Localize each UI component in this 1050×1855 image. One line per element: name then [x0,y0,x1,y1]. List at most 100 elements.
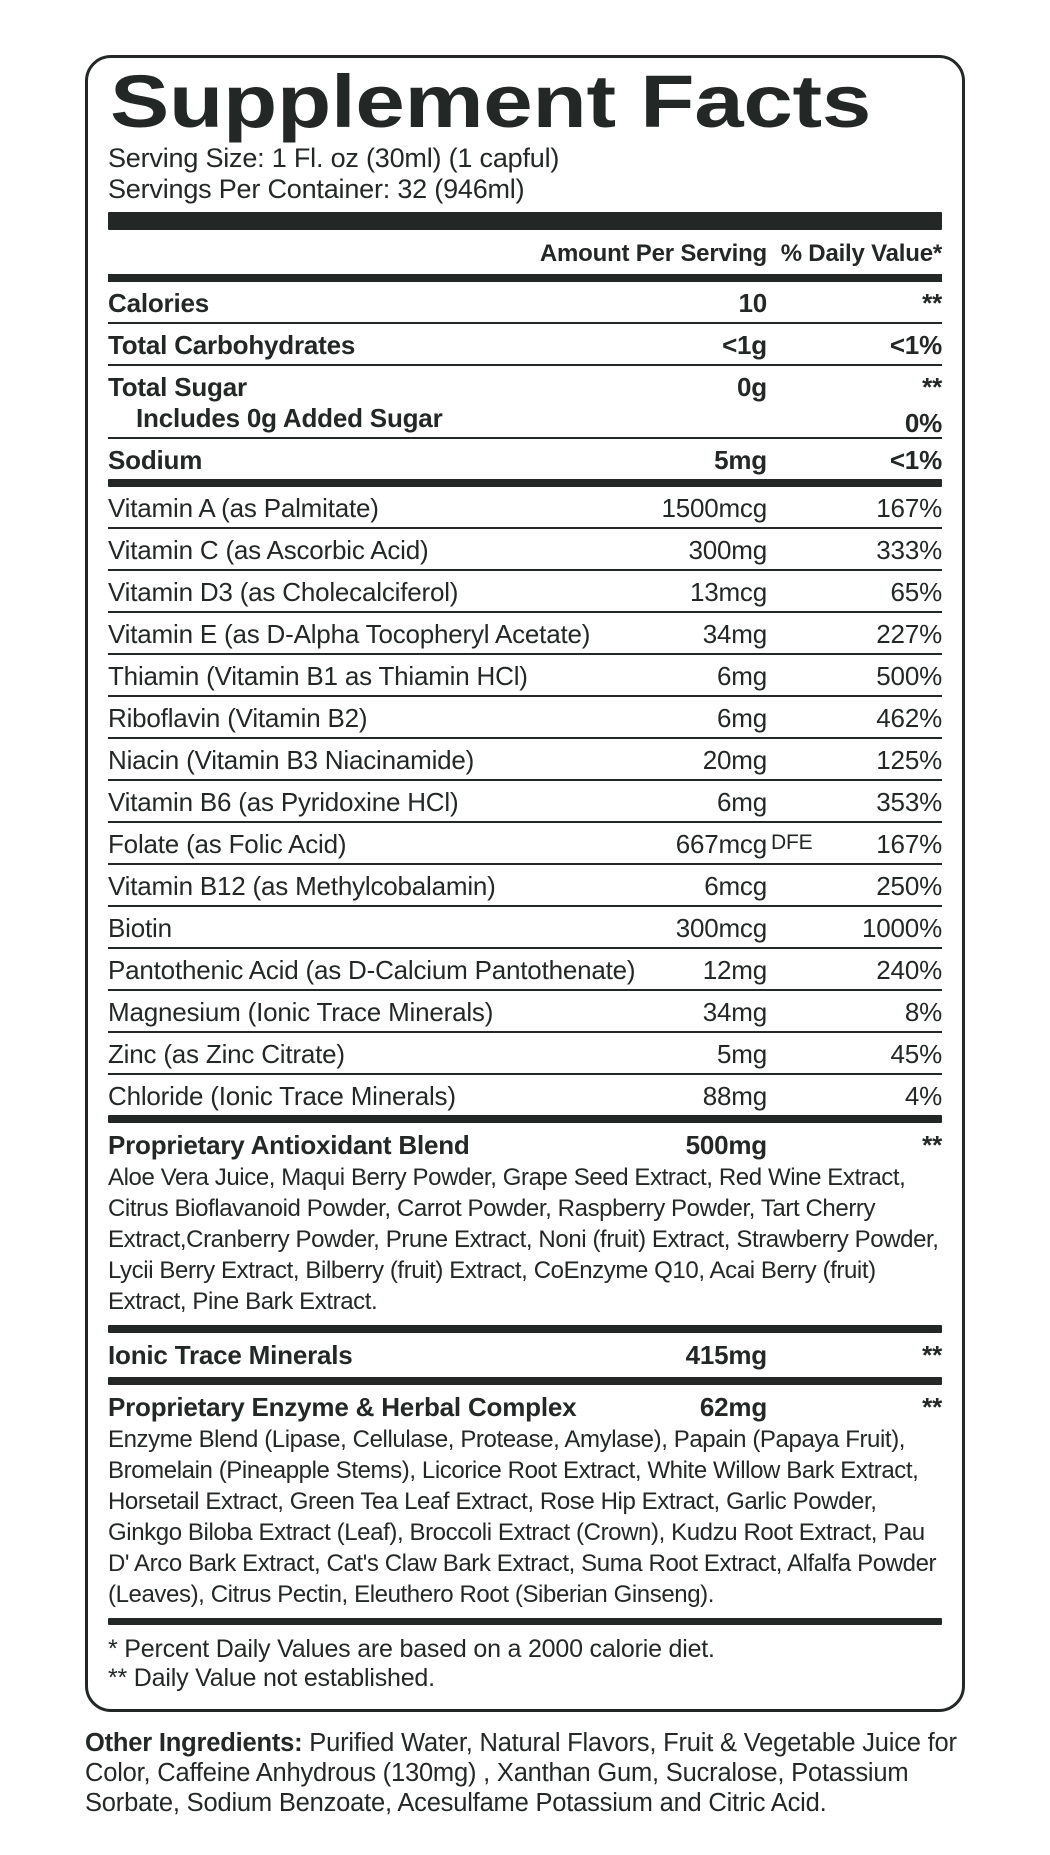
blend-ingredients-enzyme-herbal: Enzyme Blend (Lipase, Cellulase, Proteas… [108,1426,937,1608]
blend-amount: 500mg [685,1130,768,1160]
nutrient-row-calories: Calories 10 ** [108,282,942,324]
nutrient-amount: 1500mcg [661,493,767,523]
amount-value: 667mcg [675,829,768,859]
nutrient-daily-value: <1% [889,330,942,360]
nutrient-row-zinc: Zinc (as Zinc Citrate) 5mg 45% [108,1033,942,1075]
blend-name: Ionic Trace Minerals [108,1340,353,1370]
nutrient-name: Biotin [108,913,172,943]
blend-ingredients-antioxidant: Aloe Vera Juice, Maqui Berry Powder, Gra… [108,1164,939,1315]
panel-title: Supplement Facts [110,60,871,143]
other-ingredients: Other Ingredients: Purified Water, Natur… [85,1728,967,1818]
nutrient-row-added-sugar: Includes 0g Added Sugar 0% [108,402,942,439]
nutrient-row-total-carbohydrates: Total Carbohydrates <1g <1% [108,324,942,366]
nutrient-amount: 20mg [702,745,767,775]
nutrient-amount: 5mg [714,445,767,475]
nutrient-row-vitamin-a: Vitamin A (as Palmitate) 1500mcg 167% [108,487,942,529]
nutrient-daily-value: 250% [876,871,942,901]
nutrient-row-vitamin-b6: Vitamin B6 (as Pyridoxine HCl) 6mg 353% [108,781,942,823]
nutrient-row-pantothenic-acid: Pantothenic Acid (as D-Calcium Pantothen… [108,949,942,991]
nutrient-name: Niacin (Vitamin B3 Niacinamide) [108,745,475,775]
nutrient-row-biotin: Biotin 300mcg 1000% [108,907,942,949]
nutrient-daily-value: 462% [876,703,942,733]
nutrient-amount: 13mcg [689,577,767,607]
nutrient-name: Total Sugar [108,372,247,402]
nutrient-daily-value: 4% [904,1081,942,1111]
nutrient-daily-value: 333% [876,535,942,565]
supplement-facts-panel: Supplement Facts Serving Size: 1 Fl. oz … [85,55,965,1712]
nutrient-amount: 5mg [717,1039,767,1069]
blend-amount: 62mg [699,1392,767,1422]
blend-row-antioxidant: Proprietary Antioxidant Blend 500mg ** [108,1123,942,1161]
nutrient-amount: 300mcg [675,913,768,943]
nutrient-amount: 667mcg DFE [675,829,813,859]
nutrient-daily-value: 167% [876,493,942,523]
nutrient-row-chloride: Chloride (Ionic Trace Minerals) 88mg 4% [108,1075,942,1115]
nutrient-daily-value: ** [922,372,942,402]
blend-name: Proprietary Enzyme & Herbal Complex [108,1392,577,1422]
nutrient-daily-value: 353% [876,787,942,817]
nutrient-row-niacin: Niacin (Vitamin B3 Niacinamide) 20mg 125… [108,739,942,781]
nutrient-amount: 34mg [702,619,767,649]
blend-daily-value: ** [922,1392,942,1422]
nutrient-row-vitamin-e: Vitamin E (as D-Alpha Tocopheryl Acetate… [108,613,942,655]
nutrient-name: Zinc (as Zinc Citrate) [108,1039,345,1069]
nutrient-daily-value: 125% [876,745,942,775]
nutrient-amount: 6mg [717,703,767,733]
nutrient-name: Thiamin (Vitamin B1 as Thiamin HCl) [108,661,528,691]
nutrient-daily-value: 240% [876,955,942,985]
nutrient-daily-value: 45% [890,1039,943,1069]
section-divider-thick [108,212,942,230]
nutrient-row-total-sugar: Total Sugar 0g ** [108,366,942,402]
nutrient-name: Folate (as Folic Acid) [108,829,347,859]
nutrient-name: Riboflavin (Vitamin B2) [108,703,368,733]
nutrient-name: Chloride (Ionic Trace Minerals) [108,1081,456,1111]
footnote-daily-values: * Percent Daily Values are based on a 20… [108,1635,715,1663]
nutrient-daily-value: 227% [876,619,942,649]
nutrient-daily-value: 1000% [862,913,942,943]
blend-row-ionic-trace-minerals: Ionic Trace Minerals 415mg ** [108,1333,942,1377]
nutrient-amount: 6mcg [704,871,767,901]
column-header-row: Amount Per Serving % Daily Value* [108,230,942,282]
nutrient-name: Vitamin E (as D-Alpha Tocopheryl Acetate… [108,619,591,649]
nutrient-amount: 88mg [702,1081,767,1111]
nutrient-amount: 300mg [688,535,768,565]
nutrient-name: Includes 0g Added Sugar [136,403,443,433]
nutrient-row-riboflavin: Riboflavin (Vitamin B2) 6mg 462% [108,697,942,739]
blend-name: Proprietary Antioxidant Blend [108,1130,470,1160]
column-header-daily-value: % Daily Value* [780,240,942,267]
nutrient-name: Sodium [108,445,203,475]
blend-daily-value: ** [922,1130,942,1160]
nutrient-name: Total Carbohydrates [108,330,356,360]
nutrient-daily-value: <1% [889,445,942,475]
nutrient-amount: 0g [737,372,767,402]
nutrient-row-vitamin-d3: Vitamin D3 (as Cholecalciferol) 13mcg 65… [108,571,942,613]
nutrient-name: Vitamin D3 (as Cholecalciferol) [108,577,459,607]
footnotes: * Percent Daily Values are based on a 20… [108,1625,942,1695]
section-divider [108,1618,942,1625]
nutrient-amount: 6mg [717,787,767,817]
section-divider [108,1115,942,1123]
nutrient-row-sodium: Sodium 5mg <1% [108,439,942,479]
nutrient-daily-value: 0% [904,408,942,438]
amount-unit-suffix: DFE [771,831,813,854]
nutrient-row-thiamin: Thiamin (Vitamin B1 as Thiamin HCl) 6mg … [108,655,942,697]
nutrient-row-magnesium: Magnesium (Ionic Trace Minerals) 34mg 8% [108,991,942,1033]
nutrient-daily-value: 167% [876,829,942,859]
nutrient-name: Vitamin A (as Palmitate) [108,493,379,523]
nutrient-row-folate: Folate (as Folic Acid) 667mcg DFE 167% [108,823,942,865]
nutrient-daily-value: 8% [904,997,942,1027]
servings-per-container: Servings Per Container: 32 (946ml) [108,174,525,204]
nutrient-amount: 6mg [717,661,767,691]
nutrient-name: Vitamin B12 (as Methylcobalamin) [108,871,496,901]
blend-amount: 415mg [685,1340,768,1370]
nutrient-daily-value: 500% [876,661,942,691]
section-divider [108,1377,942,1385]
blend-row-enzyme-herbal-complex: Proprietary Enzyme & Herbal Complex 62mg… [108,1385,942,1423]
nutrient-row-vitamin-b12: Vitamin B12 (as Methylcobalamin) 6mcg 25… [108,865,942,907]
nutrient-amount: 12mg [702,955,767,985]
section-divider [108,1325,942,1333]
column-header-amount: Amount Per Serving [539,240,767,267]
footnote-not-established: ** Daily Value not established. [108,1664,435,1692]
nutrient-row-vitamin-c: Vitamin C (as Ascorbic Acid) 300mg 333% [108,529,942,571]
nutrient-daily-value: ** [922,288,942,318]
